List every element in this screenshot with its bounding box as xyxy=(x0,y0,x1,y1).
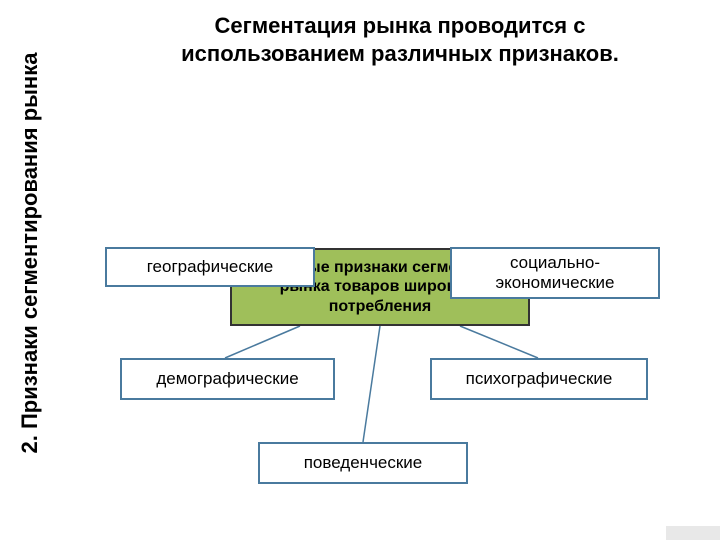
leaf-label: поведенческие xyxy=(304,453,423,473)
leaf-demographic: демографические xyxy=(120,358,335,400)
leaf-behavioral: поведенческие xyxy=(258,442,468,484)
leaf-label: демографические xyxy=(156,369,298,389)
sidebar-title: 2. Признаки сегментирования рынка xyxy=(17,23,43,483)
leaf-label: психографические xyxy=(466,369,613,389)
leaf-psychographic: психографические xyxy=(430,358,648,400)
page-title: Сегментация рынка проводится с использов… xyxy=(120,12,680,67)
footer-accent xyxy=(666,526,720,540)
leaf-geographic: географические xyxy=(105,247,315,287)
slide: 2. Признаки сегментирования рынка Сегмен… xyxy=(0,0,720,540)
leaf-label: географические xyxy=(147,257,274,277)
leaf-label: социально-экономические xyxy=(462,253,648,294)
leaf-socioeconomic: социально-экономические xyxy=(450,247,660,299)
